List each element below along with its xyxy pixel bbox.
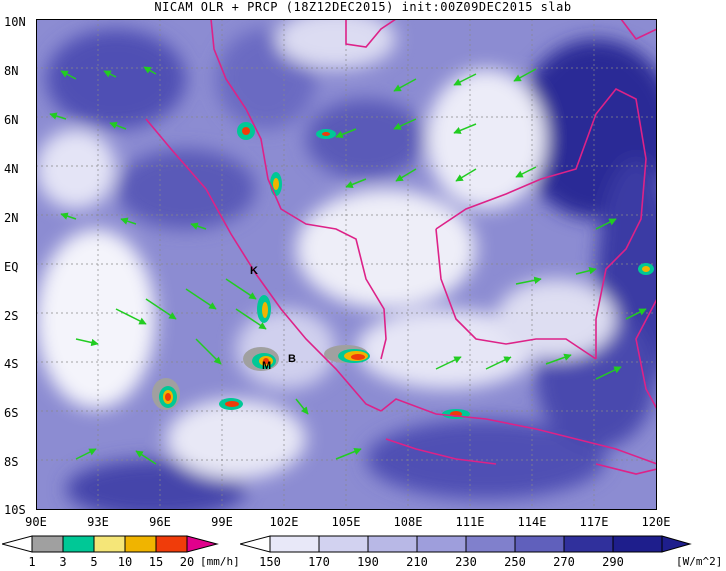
label-m: M [262, 360, 271, 372]
lon-label-93e: 93E [87, 515, 109, 529]
olr-tick-290: 290 [602, 555, 624, 569]
precip-tick-15: 15 [148, 555, 164, 569]
olr-unit: [W/m^2] [676, 555, 723, 568]
lon-label-111e: 111E [455, 515, 485, 529]
lon-label-96e: 96E [149, 515, 171, 529]
lat-label-4s: 4S [4, 357, 19, 371]
map-frame [36, 19, 657, 510]
lon-label-108e: 108E [393, 515, 423, 529]
lon-label-120e: 120E [641, 515, 671, 529]
lat-label-2n: 2N [4, 211, 19, 225]
lon-label-102e: 102E [269, 515, 299, 529]
lon-label-114e: 114E [517, 515, 547, 529]
map-title: NICAM OLR + PRCP (18Z12DEC2015) init:00Z… [154, 0, 572, 14]
lat-label-8n: 8N [4, 64, 19, 78]
olr-tick-170: 170 [308, 555, 330, 569]
lat-label-10n: 10N [4, 15, 26, 29]
wind-vectors [49, 66, 647, 465]
lat-label-6s: 6S [4, 406, 19, 420]
map-panel: K M B [36, 19, 657, 510]
olr-colorbar [240, 535, 692, 553]
lat-label-8s: 8S [4, 455, 19, 469]
coastlines [145, 19, 657, 475]
precipitation-field [152, 122, 654, 419]
olr-tick-230: 230 [455, 555, 477, 569]
precip-tick-5: 5 [90, 555, 98, 569]
lat-label-6n: 6N [4, 113, 19, 127]
label-b: B [288, 353, 296, 365]
olr-tick-190: 190 [357, 555, 379, 569]
olr-tick-250: 250 [504, 555, 526, 569]
precip-unit: [mm/h] [200, 555, 240, 568]
lon-label-105e: 105E [331, 515, 361, 529]
precip-tick-20: 20 [179, 555, 195, 569]
lat-label-2s: 2S [4, 309, 19, 323]
label-k: K [250, 265, 258, 277]
lon-label-117e: 117E [579, 515, 609, 529]
precip-tick-10: 10 [117, 555, 133, 569]
precip-colorbar [2, 535, 219, 553]
lon-label-99e: 99E [211, 515, 233, 529]
olr-tick-270: 270 [553, 555, 575, 569]
precip-tick-1: 1 [28, 555, 36, 569]
lon-label-90e: 90E [25, 515, 47, 529]
olr-tick-150: 150 [259, 555, 281, 569]
lat-label-10s: 10S [4, 503, 26, 517]
precip-tick-3: 3 [59, 555, 67, 569]
lat-label-eq: EQ [4, 260, 19, 274]
olr-tick-210: 210 [406, 555, 428, 569]
lat-label-4n: 4N [4, 162, 19, 176]
